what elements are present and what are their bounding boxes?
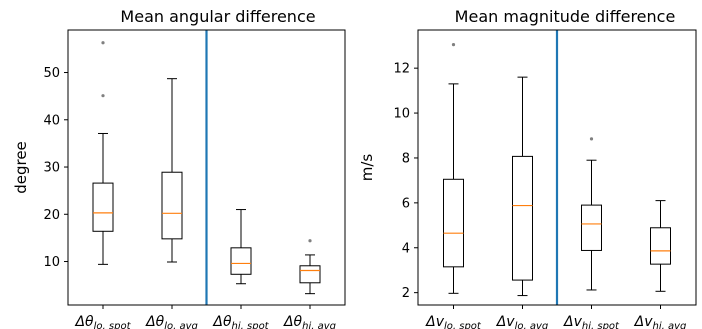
x-tick-label: Δθlo, spot — [74, 314, 131, 329]
y-axis-label: m/s — [358, 154, 376, 182]
y-tick-label: 10 — [43, 255, 60, 270]
y-tick-label: 50 — [43, 66, 60, 81]
x-tick-label: Δθhi, avg — [283, 314, 336, 329]
x-tick-label: Δvhi, avg — [634, 314, 687, 329]
iqr-box — [512, 155, 533, 281]
y-tick-label: 30 — [43, 161, 60, 176]
x-tick-symbol: Δv — [496, 314, 516, 329]
x-tick-symbol: Δθ — [74, 314, 94, 329]
box-plot-2 — [161, 78, 183, 263]
chart-title: Mean magnitude difference — [455, 7, 676, 26]
box-plot-4 — [650, 200, 671, 292]
outlier-point — [451, 42, 456, 47]
x-tick-subscript: hi, spot — [232, 321, 270, 329]
box-plot-2 — [512, 76, 533, 297]
x-tick-symbol: Δv — [563, 314, 583, 329]
iqr-box — [92, 182, 114, 232]
x-tick-subscript: hi, avg — [653, 321, 687, 329]
x-tick-label: Δvlo, spot — [425, 314, 482, 329]
x-tick-subscript: hi, spot — [582, 321, 620, 329]
y-tick-label: 12 — [393, 62, 410, 77]
plot-frame — [417, 29, 697, 306]
chart-title: Mean angular difference — [120, 7, 315, 26]
magnitude-difference-panel: Mean magnitude differencem/s24681012Δvlo… — [358, 7, 697, 329]
box-plot-4 — [299, 239, 321, 295]
box-plot-3 — [230, 209, 252, 285]
x-tick-symbol: Δθ — [145, 314, 165, 329]
x-tick-label: Δθlo, avg — [145, 314, 198, 329]
x-tick-subscript: lo, spot — [94, 321, 132, 329]
plot-frame — [67, 29, 346, 306]
outlier-point — [308, 239, 312, 243]
y-tick-label: 40 — [43, 113, 60, 128]
x-tick-symbol: Δv — [634, 314, 654, 329]
x-tick-symbol: Δθ — [283, 314, 303, 329]
angular-difference-panel: Mean angular difference degree 10 20 30 40 50 Δ… — [12, 7, 346, 329]
y-axis-label: degree — [12, 141, 30, 194]
x-tick-label: Δvlo, avg — [496, 314, 549, 329]
box-plot-1 — [443, 42, 464, 294]
y-tick-label: 2 — [402, 286, 410, 301]
box-plot-3 — [581, 137, 602, 291]
iqr-box — [230, 247, 252, 275]
x-tick-label: Δvhi, spot — [563, 314, 620, 329]
x-tick-symbol: Δv — [425, 314, 445, 329]
y-tick-label: 4 — [402, 241, 410, 256]
outlier-point — [101, 94, 105, 98]
x-tick-subscript: hi, avg — [302, 321, 336, 329]
iqr-box — [161, 171, 183, 240]
y-tick-label: 10 — [393, 107, 410, 122]
x-tick-label: Δθhi, spot — [212, 314, 269, 329]
iqr-box — [581, 204, 602, 251]
x-tick-subscript: lo, spot — [444, 321, 482, 329]
iqr-box — [299, 265, 321, 284]
outlier-point — [101, 41, 105, 45]
x-tick-subscript: lo, avg — [164, 321, 198, 329]
iqr-box — [650, 227, 671, 265]
iqr-box — [443, 178, 464, 268]
outlier-point — [589, 137, 594, 141]
box-plot-1 — [92, 41, 114, 265]
y-tick-label: 6 — [402, 196, 410, 211]
x-tick-subscript: lo, avg — [515, 321, 549, 329]
y-tick-label: 20 — [43, 208, 60, 223]
y-tick-label: 8 — [402, 151, 410, 166]
x-tick-symbol: Δθ — [212, 314, 232, 329]
